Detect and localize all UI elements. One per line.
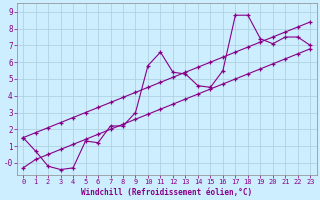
X-axis label: Windchill (Refroidissement éolien,°C): Windchill (Refroidissement éolien,°C): [81, 188, 252, 197]
